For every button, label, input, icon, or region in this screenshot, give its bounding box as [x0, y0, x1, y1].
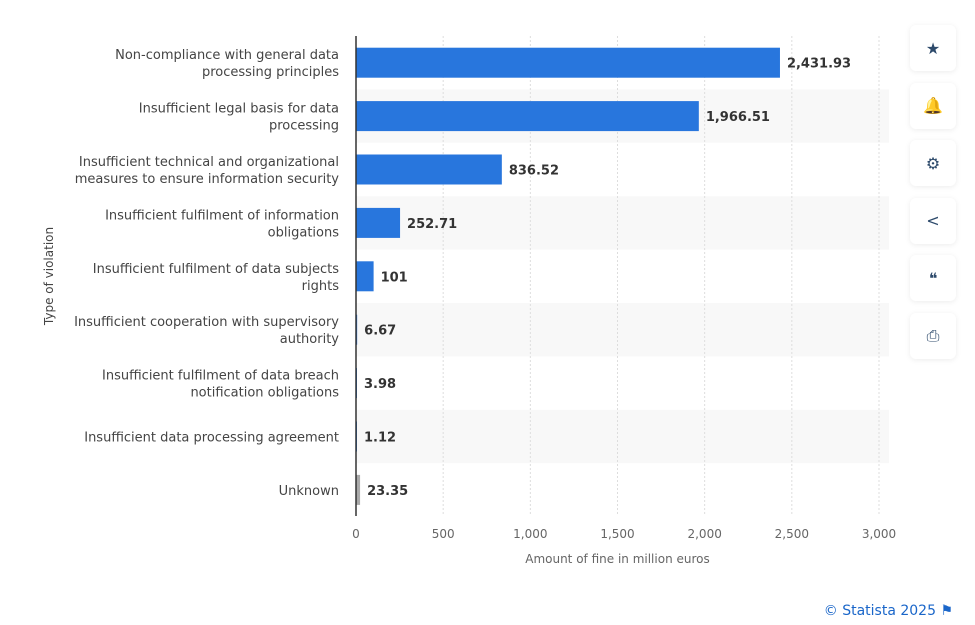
share-icon: <	[926, 211, 940, 230]
data-label: 3.98	[364, 377, 396, 392]
category-label: obligations	[268, 225, 340, 240]
x-tick-label: 500	[432, 527, 455, 541]
print-icon: ⎙	[926, 325, 940, 345]
category-label: Insufficient fulfilment of information	[105, 208, 339, 223]
row-band	[356, 196, 889, 250]
credit-text[interactable]: © Statista 2025	[823, 603, 936, 619]
row-band	[356, 409, 889, 464]
bar[interactable]	[356, 474, 361, 505]
data-label: 6.67	[364, 324, 396, 339]
y-axis-title: Type of violation	[42, 227, 56, 326]
x-tick-label: 2,500	[775, 527, 809, 541]
category-label: Insufficient legal basis for data	[139, 102, 339, 117]
share-button[interactable]: <	[910, 197, 956, 244]
bell-icon: 🔔	[923, 96, 943, 115]
category-label: Unknown	[279, 484, 339, 499]
x-tick-label: 3,000	[862, 527, 896, 541]
category-label: rights	[302, 279, 340, 294]
data-label: 1.12	[364, 431, 396, 446]
star-button[interactable]: ★	[910, 25, 956, 71]
statista-credit[interactable]: © Statista 2025 ⚑	[824, 602, 953, 620]
row-band	[356, 303, 889, 357]
star-icon: ★	[925, 38, 941, 58]
x-tick-label: 0	[352, 527, 360, 541]
category-label: authority	[280, 332, 340, 347]
bar[interactable]	[356, 47, 780, 78]
category-label: measures to ensure information security	[75, 172, 340, 187]
bar[interactable]	[356, 261, 374, 292]
data-label: 1,966.51	[706, 110, 770, 125]
bell-button[interactable]: 🔔	[910, 82, 956, 129]
category-label: Insufficient cooperation with supervisor…	[74, 315, 339, 330]
bar[interactable]	[356, 101, 699, 132]
data-label: 2,431.93	[787, 57, 851, 72]
x-tick-label: 2,000	[687, 527, 721, 541]
quote-icon: ❝	[928, 268, 938, 288]
category-label: Insufficient fulfilment of data breach	[102, 369, 339, 384]
category-label: Insufficient data processing agreement	[84, 431, 339, 446]
flag-icon: ⚑	[940, 603, 953, 619]
bar[interactable]	[356, 154, 502, 185]
category-label: Insufficient fulfilment of data subjects	[93, 262, 339, 277]
category-label: processing	[269, 119, 339, 134]
data-label: 836.52	[509, 164, 559, 179]
data-label: 101	[381, 270, 408, 285]
x-tick-label: 1,500	[600, 527, 634, 541]
category-label: Insufficient technical and organizationa…	[79, 155, 339, 170]
data-label: 252.71	[407, 217, 457, 232]
x-axis-title: Amount of fine in million euros	[525, 552, 710, 566]
bar[interactable]	[356, 207, 401, 238]
gear-button[interactable]: ⚙	[910, 140, 956, 186]
gear-icon: ⚙	[925, 153, 941, 173]
print-button[interactable]: ⎙	[910, 312, 956, 359]
quote-button[interactable]: ❝	[910, 255, 956, 301]
category-label: notification obligations	[190, 386, 339, 401]
category-label: Non-compliance with general data	[115, 48, 339, 63]
category-label: processing principles	[202, 65, 339, 80]
data-label: 23.35	[367, 484, 408, 499]
x-tick-label: 1,000	[513, 527, 547, 541]
